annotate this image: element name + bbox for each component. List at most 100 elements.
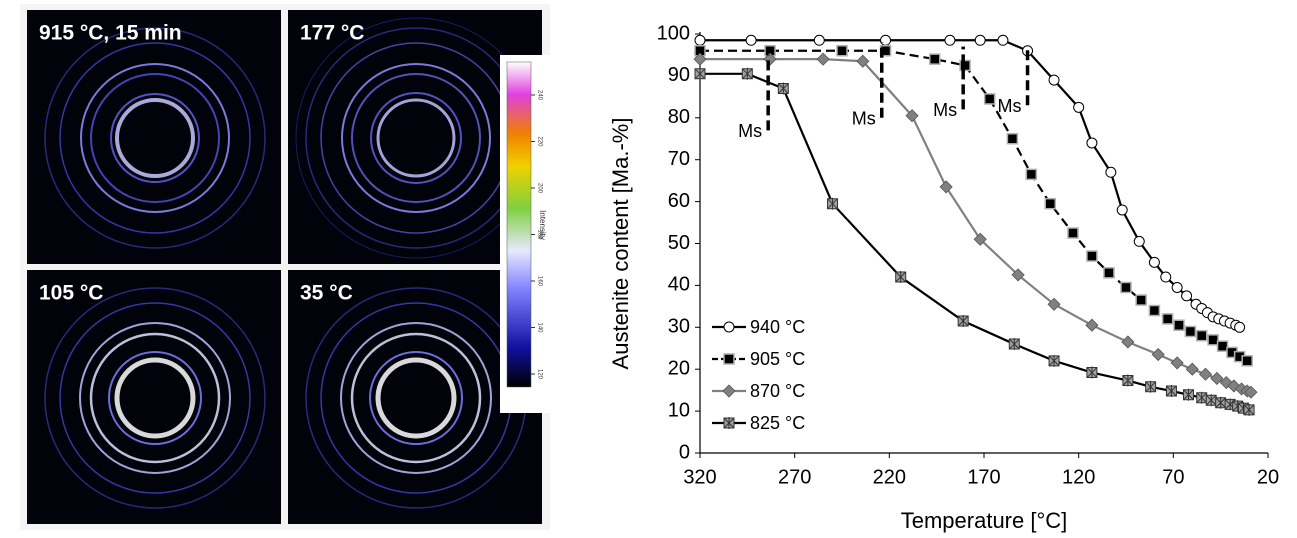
panel-label: 177 °C (300, 22, 364, 45)
x-tick-label: 20 (1257, 466, 1279, 488)
marker (777, 82, 789, 95)
marker (1121, 335, 1135, 349)
y-tick-label: 90 (668, 64, 690, 86)
y-tick-label: 70 (668, 148, 690, 170)
legend-marker (723, 321, 735, 333)
diffraction-panels: 915 °C, 15 min 177 °C 105 °C 35 °C 120 140 160… (20, 4, 550, 530)
y-tick-label: 30 (668, 316, 690, 338)
colorbar-tick-label: 200 (536, 183, 542, 194)
marker (693, 52, 707, 66)
legend-label: 870 °C (750, 381, 805, 401)
y-tick-label: 10 (668, 399, 690, 421)
diffraction-ring (370, 92, 462, 184)
marker (957, 315, 969, 328)
x-tick-label: 220 (873, 466, 906, 488)
marker (1243, 403, 1255, 416)
marker (1219, 376, 1233, 390)
diffraction-ring (90, 73, 220, 203)
marker (1006, 133, 1019, 145)
x-tick-label: 70 (1162, 466, 1184, 488)
diffraction-ring (340, 322, 492, 474)
ms-label: Ms (738, 121, 762, 141)
x-axis-label: Temperature [°C] (901, 508, 1068, 533)
marker (880, 34, 892, 46)
marker (929, 53, 941, 65)
marker (1205, 394, 1217, 407)
x-tick-label: 120 (1062, 466, 1095, 488)
y-tick-label: 80 (668, 106, 690, 128)
marker (1165, 384, 1177, 397)
marker (959, 59, 971, 72)
marker (1048, 74, 1060, 86)
panel-label: 35 °C (300, 282, 353, 305)
diffraction-ring (44, 27, 266, 249)
diffraction-ring (350, 332, 482, 464)
marker (1116, 204, 1128, 216)
marker (813, 34, 825, 46)
marker (816, 52, 830, 66)
marker (827, 197, 839, 210)
marker (1135, 294, 1147, 306)
diffraction-ring (115, 98, 195, 178)
diffraction-image (288, 270, 542, 524)
diffraction-ring (376, 98, 456, 178)
diffraction-ring (44, 287, 266, 509)
y-tick-label: 40 (668, 274, 690, 296)
marker (997, 34, 1009, 46)
y-tick-label: 50 (668, 232, 690, 254)
diffraction-ring (80, 63, 230, 213)
marker (1207, 334, 1219, 346)
panel-label: 105 °C (39, 282, 103, 305)
marker (1145, 380, 1157, 393)
ms-label: Ms (933, 100, 957, 120)
marker (1133, 235, 1145, 247)
series-line (700, 58, 1252, 394)
colorbar-label: Intensity (538, 210, 547, 240)
marker (1047, 297, 1061, 311)
colorbar (506, 61, 532, 388)
marker (895, 271, 907, 284)
x-tick-label: 170 (967, 466, 1000, 488)
diffraction-ring (89, 332, 221, 464)
marker (1210, 371, 1224, 385)
diffraction-image (27, 10, 281, 264)
diffraction-ring (114, 357, 196, 439)
marker (1148, 304, 1161, 317)
marker (1181, 290, 1193, 302)
marker (1025, 168, 1038, 181)
marker (836, 45, 848, 57)
marker (1215, 396, 1227, 409)
marker (1185, 362, 1199, 376)
marker (694, 67, 706, 80)
marker (1241, 355, 1253, 367)
y-tick-label: 100 (657, 22, 690, 44)
x-tick-label: 320 (683, 466, 716, 488)
marker (1048, 354, 1060, 367)
marker (1044, 197, 1057, 210)
colorbar-tick-label: 180 (536, 229, 542, 240)
diffraction-ring (79, 322, 231, 474)
marker (763, 52, 777, 66)
marker (974, 34, 986, 46)
y-tick-label: 60 (668, 190, 690, 212)
diffraction-ring (108, 351, 202, 445)
marker (1161, 313, 1174, 325)
legend-marker (723, 417, 735, 429)
marker (1182, 388, 1194, 401)
marker (905, 109, 919, 123)
y-tick-label: 20 (668, 357, 690, 379)
diffraction-ring (351, 73, 481, 203)
marker (944, 34, 956, 46)
colorbar-tick-label: 240 (536, 90, 542, 101)
marker (1086, 366, 1098, 379)
legend-label: 940 °C (750, 317, 805, 337)
marker (741, 67, 753, 80)
chart: 0 10 20 30 40 50 60 70 80 90 100 320 270 220 170 120 70 2… (608, 22, 1279, 533)
marker (1151, 347, 1165, 362)
marker (745, 34, 757, 46)
legend-marker (723, 353, 735, 365)
marker (1073, 101, 1085, 113)
colorbar-tick-label: 140 (536, 322, 542, 333)
